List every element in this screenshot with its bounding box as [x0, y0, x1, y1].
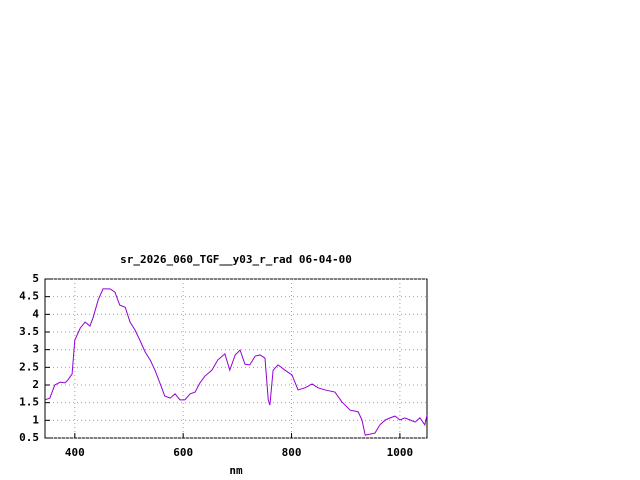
x-axis-label: nm — [229, 464, 243, 477]
y-tick-label: 2 — [32, 378, 39, 391]
y-tick-label: 0.5 — [19, 431, 39, 444]
y-tick-label: 1.5 — [19, 396, 39, 409]
y-tick-label: 5 — [32, 272, 39, 285]
x-tick-label: 800 — [282, 446, 302, 459]
y-tick-label: 3 — [32, 343, 39, 356]
chart-title: sr_2026_060_TGF__y03_r_rad 06-04-00 — [120, 253, 352, 266]
plot-frame — [44, 278, 428, 439]
data-line — [44, 288, 428, 436]
y-tick-label: 2.5 — [19, 360, 39, 373]
x-tick-label: 1000 — [387, 446, 414, 459]
y-tick-label: 4.5 — [19, 290, 39, 303]
y-tick-label: 1 — [32, 413, 39, 426]
x-tick-label: 600 — [173, 446, 193, 459]
y-tick-label: 3.5 — [19, 325, 39, 338]
x-tick-label: 400 — [65, 446, 85, 459]
y-tick-label: 4 — [32, 307, 39, 320]
